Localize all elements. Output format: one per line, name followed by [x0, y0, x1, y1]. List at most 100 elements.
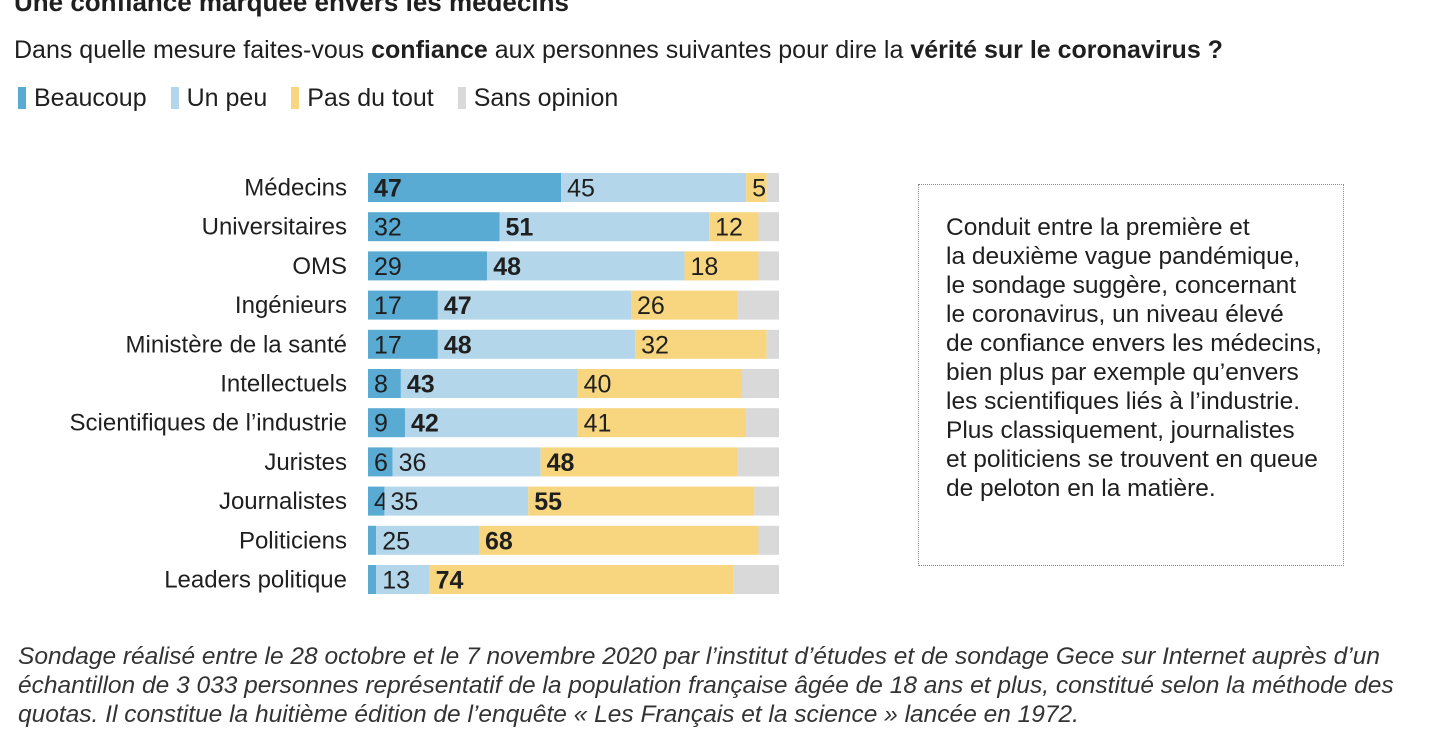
category-label-medecins: Médecins [244, 175, 347, 202]
bar-leaders-politique-beaucoup [368, 565, 377, 594]
note-text: Conduit entre la première et la deuxième… [946, 214, 1322, 502]
value-label-ministere-de-la-sante-beaucoup: 17 [374, 331, 402, 359]
legend-item-un-peu: Un peu [170, 80, 268, 116]
value-label-medecins-pas-du-tout: 5 [752, 175, 766, 203]
legend-swatch-un-peu [170, 87, 179, 109]
legend-swatch-sans-opinion [457, 87, 466, 109]
bar-ministere-de-la-sante-sans-opinion [766, 329, 779, 359]
legend-label-beaucoup: Beaucoup [34, 84, 147, 112]
value-label-ingenieurs-pas-du-tout: 26 [637, 292, 665, 320]
bar-intellectuels-beaucoup [368, 369, 401, 398]
bar-ingenieurs-un-peu [437, 290, 632, 320]
bar-oms-beaucoup [368, 251, 488, 281]
bar-medecins-pas-du-tout [746, 173, 767, 202]
bar-universitaires-un-peu [499, 212, 710, 242]
bar-medecins-sans-opinion [766, 173, 779, 202]
category-label-journalistes: Journalistes [219, 488, 347, 515]
value-label-medecins-beaucoup: 47 [374, 175, 402, 203]
bar-politiciens-sans-opinion [758, 525, 779, 555]
subtitle-bold2: vérité sur le coronavirus ? [910, 36, 1223, 64]
bar-ingenieurs-beaucoup [368, 290, 438, 320]
bar-leaders-politique-pas-du-tout [429, 565, 734, 594]
bar-journalistes-beaucoup [368, 486, 385, 516]
subtitle-part2: aux personnes suivantes pour dire la [487, 36, 911, 64]
bar-scientifiques-de-l-industrie-sans-opinion [746, 408, 779, 438]
bar-ministere-de-la-sante-beaucoup [368, 329, 438, 359]
value-label-juristes-pas-du-tout: 48 [547, 449, 575, 477]
value-label-ingenieurs-beaucoup: 17 [374, 292, 402, 320]
bar-universitaires-pas-du-tout [709, 212, 759, 242]
category-label-universitaires: Universitaires [202, 214, 347, 241]
value-label-juristes-beaucoup: 6 [374, 449, 388, 477]
value-label-juristes-un-peu: 36 [399, 449, 427, 477]
bar-scientifiques-de-l-industrie-un-peu [404, 408, 578, 438]
value-label-oms-pas-du-tout: 18 [690, 253, 718, 281]
bar-intellectuels-pas-du-tout [577, 369, 743, 398]
category-label-intellectuels: Intellectuels [220, 371, 347, 398]
chart-subtitle: Dans quelle mesure faites-vous confiance… [14, 32, 1223, 68]
bar-scientifiques-de-l-industrie-beaucoup [368, 408, 405, 438]
value-label-leaders-politique-pas-du-tout: 74 [436, 567, 464, 595]
stacked-bar-chart: Médecins 47 45 5 Universitaires 32 51 12 OMS 29 48… [70, 173, 779, 595]
value-label-ministere-de-la-sante-pas-du-tout: 32 [641, 331, 669, 359]
bar-intellectuels-un-peu [400, 369, 578, 398]
bar-journalistes-un-peu [384, 486, 529, 516]
bar-medecins-beaucoup [368, 173, 562, 202]
category-label-oms: OMS [292, 253, 347, 280]
legend-item-sans-opinion: Sans opinion [457, 80, 619, 116]
bar-ingenieurs-sans-opinion [737, 290, 779, 320]
value-label-politiciens-pas-du-tout: 68 [485, 527, 513, 555]
bar-politiciens-un-peu [376, 525, 479, 555]
bar-ministere-de-la-sante-pas-du-tout [635, 329, 767, 359]
bar-journalistes-pas-du-tout [528, 486, 755, 516]
value-label-leaders-politique-un-peu: 13 [382, 567, 410, 595]
bar-juristes-beaucoup [368, 447, 393, 477]
value-label-medecins-un-peu: 45 [567, 175, 595, 203]
value-label-oms-un-peu: 48 [493, 253, 521, 281]
legend-label-un-peu: Un peu [186, 84, 268, 112]
value-label-ingenieurs-un-peu: 47 [444, 292, 472, 320]
category-label-politiciens: Politiciens [239, 527, 347, 554]
category-label-scientifiques-de-l-industrie: Scientifiques de l’industrie [70, 410, 348, 437]
bar-oms-sans-opinion [758, 251, 779, 281]
value-label-scientifiques-de-l-industrie-beaucoup: 9 [374, 410, 388, 438]
category-label-ministere-de-la-sante: Ministère de la santé [126, 331, 347, 358]
value-label-journalistes-pas-du-tout: 55 [534, 488, 562, 516]
legend-item-beaucoup: Beaucoup [18, 80, 147, 116]
bar-oms-un-peu [487, 251, 685, 281]
value-label-scientifiques-de-l-industrie-un-peu: 42 [411, 410, 439, 438]
bar-intellectuels-sans-opinion [742, 369, 779, 398]
value-label-ministere-de-la-sante-un-peu: 48 [444, 331, 472, 359]
bar-leaders-politique-sans-opinion [733, 565, 779, 594]
bar-ministere-de-la-sante-un-peu [437, 329, 636, 359]
value-label-journalistes-un-peu: 35 [390, 488, 418, 516]
category-label-leaders-politique: Leaders politique [164, 567, 347, 594]
chart-title: Une confiance marquée envers les médecin… [14, 0, 569, 17]
bar-politiciens-pas-du-tout [478, 525, 759, 555]
bar-ingenieurs-pas-du-tout [631, 290, 738, 320]
value-label-scientifiques-de-l-industrie-pas-du-tout: 41 [584, 410, 612, 438]
chart-legend: Beaucoup Un peu Pas du tout Sans opinion [18, 80, 618, 116]
subtitle-bold1: confiance [371, 36, 488, 64]
footer-source-note: Sondage réalisé entre le 28 octobre et l… [18, 643, 1394, 728]
bar-leaders-politique-un-peu [376, 565, 430, 594]
legend-swatch-pas-du-tout [291, 87, 300, 109]
category-label-juristes: Juristes [264, 449, 347, 476]
value-label-universitaires-beaucoup: 32 [374, 214, 402, 242]
bar-juristes-un-peu [392, 447, 541, 477]
bar-oms-pas-du-tout [684, 251, 759, 281]
subtitle-part1: Dans quelle mesure faites-vous [14, 36, 372, 64]
value-label-intellectuels-beaucoup: 8 [374, 371, 388, 399]
note-box: Conduit entre la première et la deuxième… [918, 184, 1344, 566]
value-label-intellectuels-pas-du-tout: 40 [584, 371, 612, 399]
value-label-politiciens-un-peu: 25 [382, 527, 410, 555]
bar-medecins-un-peu [561, 173, 747, 202]
bar-politiciens-beaucoup [368, 525, 377, 555]
value-label-intellectuels-un-peu: 43 [407, 371, 435, 399]
bar-universitaires-beaucoup [368, 212, 500, 242]
bar-scientifiques-de-l-industrie-pas-du-tout [577, 408, 747, 438]
legend-label-sans-opinion: Sans opinion [473, 84, 619, 112]
legend-item-pas-du-tout: Pas du tout [291, 80, 434, 116]
bar-juristes-sans-opinion [737, 447, 779, 477]
bar-universitaires-sans-opinion [758, 212, 779, 242]
